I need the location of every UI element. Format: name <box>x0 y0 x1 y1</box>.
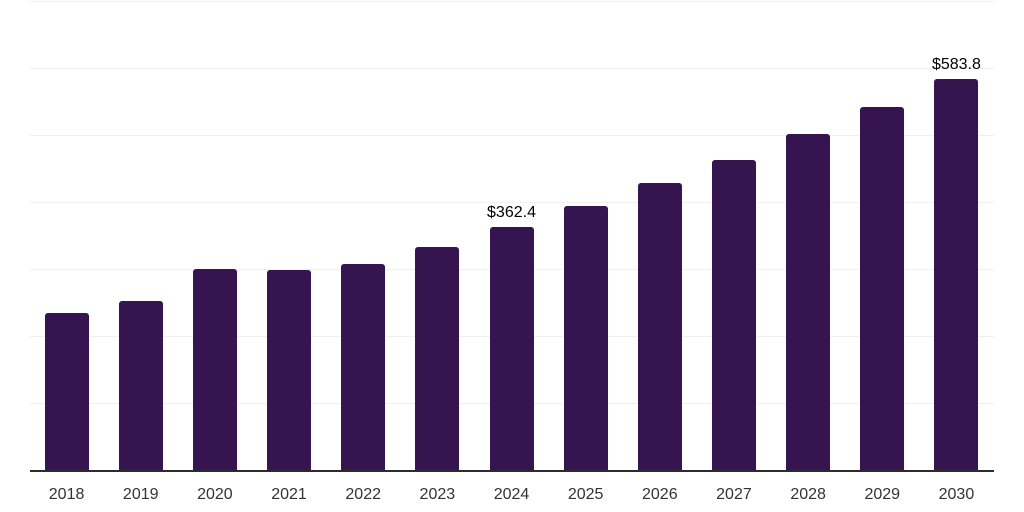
x-tick-2028: 2028 <box>790 486 826 503</box>
gridline-700 <box>29 0 994 2</box>
x-tick-2018: 2018 <box>48 486 85 503</box>
x-tick-2029: 2029 <box>864 486 901 503</box>
x-axis-tick-labels: 2018 2019 2020 2021 2022 2023 2024 2025 2026 2027… <box>30 485 994 505</box>
bar-2028[interactable] <box>786 133 831 470</box>
gridline-600 <box>29 67 994 69</box>
bar-2024[interactable] <box>489 227 534 470</box>
bar-2018[interactable] <box>44 313 89 470</box>
x-tick-2030: 2030 <box>938 486 975 503</box>
bar-2030[interactable] <box>934 78 979 470</box>
bar-2023[interactable] <box>415 246 460 470</box>
bar-2025[interactable] <box>563 205 608 470</box>
x-tick-2025: 2025 <box>567 486 604 503</box>
x-tick-2019: 2019 <box>122 486 159 503</box>
bar-2026[interactable] <box>637 183 682 470</box>
plot-area: $362.4 $583.8 <box>29 0 994 470</box>
x-tick-2023: 2023 <box>419 486 456 503</box>
x-tick-2021: 2021 <box>271 486 307 503</box>
bar-2021[interactable] <box>267 270 312 470</box>
bar-2022[interactable] <box>341 264 386 470</box>
x-tick-2024: 2024 <box>493 486 530 503</box>
gridline-500 <box>29 134 994 136</box>
bar-value-label-2024: $362.4 <box>487 204 536 222</box>
x-tick-2026: 2026 <box>642 486 678 503</box>
bar-2029[interactable] <box>860 106 905 470</box>
bar-2019[interactable] <box>118 300 163 470</box>
x-axis-line <box>29 469 994 472</box>
x-tick-2027: 2027 <box>716 486 752 503</box>
gridline-400 <box>29 201 994 203</box>
bar-2027[interactable] <box>711 159 756 470</box>
bar-2020[interactable] <box>192 268 237 470</box>
x-tick-2020: 2020 <box>197 486 233 503</box>
x-tick-2022: 2022 <box>345 486 381 503</box>
bar-value-label-2030: $583.8 <box>931 55 981 73</box>
